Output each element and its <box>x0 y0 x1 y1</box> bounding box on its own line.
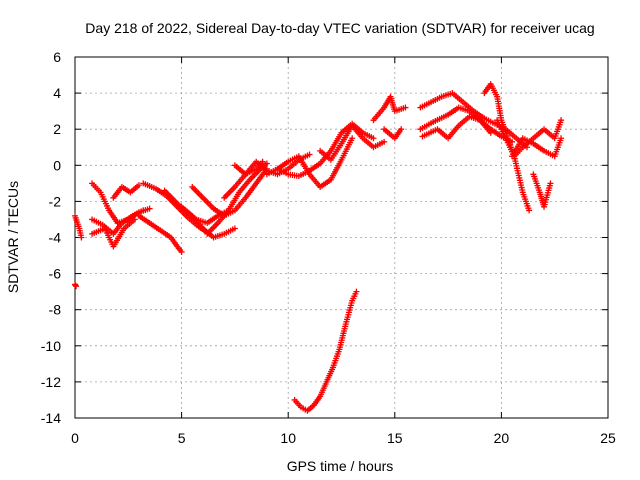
data-point <box>402 104 409 111</box>
data-point <box>231 225 238 232</box>
y-tick-label: -2 <box>49 193 62 209</box>
series-arc-j <box>204 160 270 237</box>
series-arc-v <box>494 117 565 160</box>
series-arc-x <box>530 171 554 210</box>
data-point <box>263 160 270 167</box>
y-tick-label: -8 <box>49 302 62 318</box>
series-arc-b <box>89 207 147 237</box>
tick-layer <box>74 56 609 419</box>
series-arc-c <box>89 216 138 250</box>
y-tick-labels: -14 -12 -10 -8 -6 -4 -2 0 2 4 6 <box>41 49 61 426</box>
y-tick-label: 4 <box>53 85 61 101</box>
y-tick-label: -4 <box>49 230 62 246</box>
chart-title: Day 218 of 2022, Sidereal Day-to-day VTE… <box>85 20 594 36</box>
series-arc-low-2 <box>72 281 80 290</box>
y-tick-label: -12 <box>41 374 61 390</box>
data-point <box>526 207 533 214</box>
grid-layer <box>75 57 608 418</box>
series-arc-t <box>419 113 494 142</box>
series-arc-y <box>291 288 360 414</box>
series-arc-low-1 <box>72 212 85 241</box>
data-point <box>349 135 356 142</box>
x-tick-label: 15 <box>387 430 403 446</box>
data-point <box>140 207 147 214</box>
x-tick-label: 25 <box>600 430 616 446</box>
data-point <box>487 129 494 136</box>
series-arc-p <box>370 93 409 124</box>
data-point <box>306 151 313 158</box>
data-point <box>178 248 185 255</box>
y-tick-label: -10 <box>41 338 61 354</box>
data-point <box>135 182 142 189</box>
data-point <box>509 138 516 145</box>
series-arc-e <box>135 212 185 255</box>
x-tick-label: 10 <box>280 430 296 446</box>
data-point <box>146 205 153 212</box>
series-arc-w <box>509 135 565 160</box>
y-tick-label: -14 <box>41 410 61 426</box>
data-point <box>558 117 565 124</box>
x-tick-label: 20 <box>494 430 510 446</box>
x-tick-labels: 0 5 10 15 20 25 <box>71 430 616 446</box>
x-tick-label: 5 <box>178 430 186 446</box>
y-tick-label: 0 <box>53 157 61 173</box>
y-tick-label: 2 <box>53 121 61 137</box>
x-axis-label: GPS time / hours <box>287 458 394 474</box>
data-marks <box>72 81 565 414</box>
data-point <box>131 216 138 223</box>
y-tick-label: 6 <box>53 49 61 65</box>
data-point <box>370 135 377 142</box>
data-point <box>558 135 565 142</box>
y-tick-label: -6 <box>49 266 62 282</box>
x-tick-label: 0 <box>71 430 79 446</box>
data-point <box>353 288 360 295</box>
data-point <box>259 158 266 165</box>
series-arc-q <box>381 126 405 142</box>
data-point <box>78 234 85 241</box>
y-axis-label: SDTVAR / TECUs <box>5 181 21 293</box>
series-arc-r <box>417 90 530 151</box>
series-arc-d <box>110 182 142 201</box>
data-point <box>398 126 405 133</box>
data-point <box>547 180 554 187</box>
data-point <box>381 138 388 145</box>
data-point <box>73 283 80 290</box>
series-arc-o <box>317 122 388 163</box>
